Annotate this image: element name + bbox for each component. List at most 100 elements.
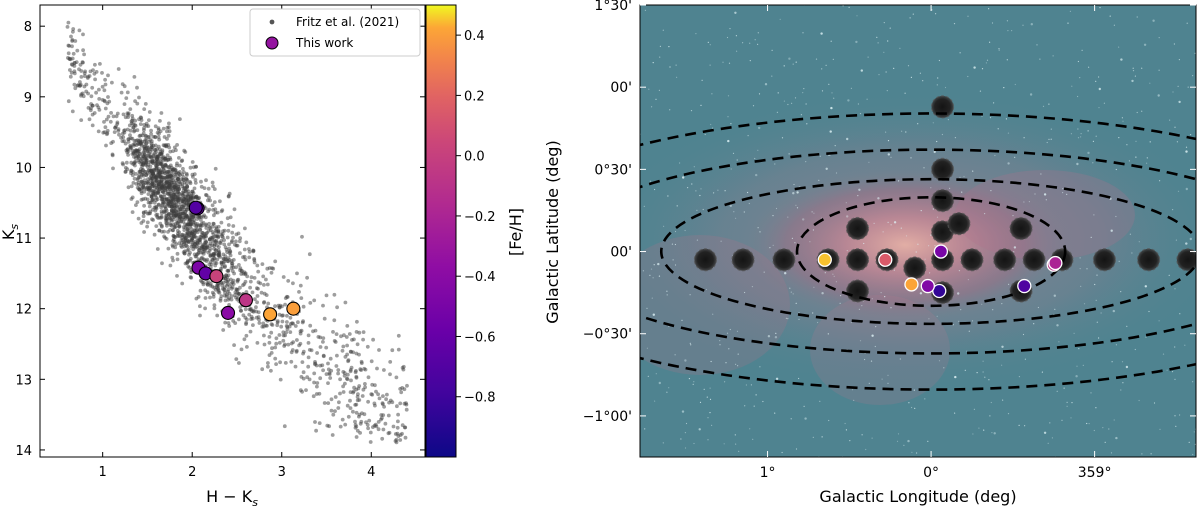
fritz-point <box>111 114 116 119</box>
fritz-point <box>166 230 170 234</box>
star <box>840 295 842 297</box>
fritz-point <box>142 151 147 155</box>
star <box>653 264 655 266</box>
star <box>936 84 938 86</box>
fritz-point <box>218 199 222 204</box>
star <box>1188 441 1190 443</box>
star <box>1172 209 1174 211</box>
fritz-point <box>223 265 227 269</box>
fritz-point <box>178 207 183 212</box>
fritz-point <box>89 102 93 106</box>
fritz-point <box>248 329 253 334</box>
fritz-point <box>163 162 168 167</box>
fritz-point <box>248 285 253 290</box>
star <box>976 372 978 374</box>
star <box>693 381 695 383</box>
fritz-point <box>349 365 354 370</box>
fritz-point <box>361 337 365 342</box>
fritz-point <box>376 420 381 424</box>
fritz-point <box>121 135 126 140</box>
fritz-point <box>165 174 170 179</box>
star <box>1134 75 1136 77</box>
star <box>674 354 676 356</box>
fritz-point <box>88 69 93 74</box>
star <box>1014 156 1016 158</box>
star <box>1104 441 1106 443</box>
fritz-point <box>172 237 176 242</box>
star <box>878 74 880 76</box>
star <box>787 318 789 320</box>
fritz-point <box>165 153 170 158</box>
star <box>1131 252 1133 254</box>
fritz-point <box>354 374 359 379</box>
star <box>812 436 814 438</box>
fritz-point <box>317 421 322 425</box>
star <box>668 387 670 389</box>
star <box>1049 422 1051 424</box>
star <box>1018 424 1020 426</box>
star <box>1086 268 1088 270</box>
star <box>702 208 704 211</box>
sky-map-panel: 1° 0° 359°1°30'00'0°30'00'−0°30'−1°00' Gal… <box>543 0 1197 506</box>
fritz-point <box>216 234 221 239</box>
star <box>757 149 759 151</box>
star <box>1006 59 1008 61</box>
cmd-ylabel: Ks <box>0 224 21 241</box>
fritz-point <box>297 290 301 294</box>
star <box>865 448 867 451</box>
fritz-point <box>366 426 370 431</box>
fritz-point <box>366 399 370 404</box>
star <box>806 123 808 125</box>
fritz-point <box>248 279 253 284</box>
fritz-point <box>367 418 372 423</box>
fritz-point <box>331 330 335 334</box>
fritz-point <box>96 129 101 134</box>
star <box>937 77 939 79</box>
dashed-ellipses <box>640 112 1196 391</box>
star <box>1143 43 1147 46</box>
fritz-point <box>170 243 175 248</box>
fritz-point <box>395 404 399 409</box>
star <box>910 76 913 78</box>
fritz-point <box>229 261 234 266</box>
star <box>745 384 748 386</box>
star <box>1093 429 1095 432</box>
star <box>904 92 906 94</box>
star <box>979 90 982 92</box>
fritz-point <box>399 390 404 395</box>
fritz-point <box>337 400 341 405</box>
star <box>757 227 759 229</box>
star <box>650 268 653 270</box>
fritz-point <box>160 197 165 202</box>
fritz-point <box>127 137 131 141</box>
star <box>1177 85 1179 87</box>
fritz-point <box>243 279 248 284</box>
star <box>707 417 709 419</box>
fritz-point <box>134 148 138 153</box>
field-blob <box>731 248 755 272</box>
fritz-point <box>190 238 194 243</box>
fritz-point <box>147 140 151 144</box>
fritz-point <box>269 270 274 275</box>
fritz-point <box>186 216 191 221</box>
fritz-point <box>159 224 164 229</box>
fritz-point <box>197 215 201 220</box>
star <box>1023 137 1025 139</box>
fritz-point <box>228 215 233 220</box>
fritz-point <box>307 377 312 382</box>
fritz-point <box>180 204 185 209</box>
fritz-point <box>210 290 215 295</box>
fritz-point <box>130 113 135 118</box>
star <box>749 42 751 44</box>
star <box>1048 138 1050 140</box>
fritz-point <box>354 369 358 373</box>
fritz-point <box>215 313 220 318</box>
field-blob <box>1136 248 1161 272</box>
fritz-point <box>190 160 195 164</box>
fritz-point <box>177 170 182 174</box>
star <box>803 88 805 90</box>
fritz-point <box>277 340 282 345</box>
fritz-point <box>346 414 351 419</box>
fritz-point <box>173 245 178 250</box>
star <box>1115 215 1117 218</box>
